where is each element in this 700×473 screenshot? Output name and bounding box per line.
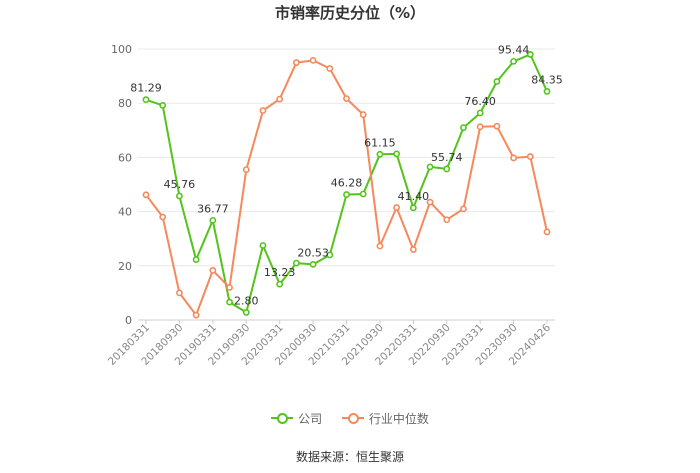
- data-point-1-16: [409, 246, 417, 253]
- data-point-0-3: [192, 256, 200, 263]
- chart-title: 市销率历史分位（%）: [274, 4, 426, 22]
- data-point-1-18: [443, 216, 451, 224]
- data-point-0-6: [242, 309, 250, 316]
- data-point-1-0: [142, 191, 150, 199]
- data-point-1-12: [343, 95, 350, 102]
- data-label: 46.28: [331, 177, 363, 190]
- data-point-1-1: [159, 213, 167, 221]
- data-point-1-22: [510, 154, 517, 162]
- legend-item-company[interactable]: 公司: [271, 410, 322, 427]
- y-tick-label: 60: [118, 151, 132, 164]
- data-point-1-4: [209, 267, 217, 274]
- data-label: 61.15: [364, 136, 396, 149]
- data-point-1-9: [292, 59, 300, 66]
- data-point-1-23: [526, 153, 534, 160]
- y-tick-label: 100: [111, 43, 132, 56]
- data-point-0-2: [176, 192, 183, 200]
- data-label: 2.80: [234, 294, 259, 307]
- data-point-0-7: [259, 242, 267, 249]
- legend-industry-label: 行业中位数: [368, 411, 429, 426]
- data-point-0-19: [460, 124, 467, 131]
- legend-industry-line-icon: [341, 413, 364, 424]
- data-label: 76.40: [464, 95, 496, 108]
- data-point-1-24: [543, 228, 551, 236]
- legend-item-industry-median[interactable]: 行业中位数: [341, 410, 429, 427]
- y-tick-label: 0: [125, 314, 132, 327]
- data-point-0-11: [326, 251, 334, 259]
- data-point-0-14: [376, 150, 384, 158]
- y-tick-label: 80: [118, 97, 132, 110]
- legend-company-label: 公司: [298, 411, 323, 426]
- data-point-0-20: [476, 109, 484, 117]
- data-point-1-11: [326, 65, 334, 72]
- data-point-1-15: [393, 204, 401, 211]
- data-point-1-6: [242, 166, 250, 173]
- data-point-0-17: [426, 163, 434, 171]
- data-point-0-1: [159, 101, 167, 109]
- legend: 公司 行业中位数: [0, 408, 700, 427]
- data-label: 20.53: [297, 246, 329, 259]
- data-point-1-8: [276, 95, 284, 103]
- data-point-0-0: [142, 96, 150, 104]
- data-point-0-23: [526, 51, 534, 58]
- data-label: 81.29: [130, 82, 162, 95]
- data-point-1-17: [426, 198, 434, 206]
- data-point-1-21: [493, 122, 501, 130]
- data-label: 95.44: [498, 43, 530, 56]
- data-point-0-24: [543, 88, 551, 95]
- data-point-1-20: [476, 123, 484, 131]
- legend-company-line-icon: [271, 413, 294, 424]
- data-point-0-8: [276, 280, 284, 288]
- data-point-0-18: [443, 165, 451, 173]
- data-label: 36.77: [197, 202, 229, 215]
- data-label: 41.40: [398, 190, 430, 203]
- y-tick-label: 40: [118, 206, 132, 219]
- data-point-0-4: [209, 216, 217, 224]
- data-point-1-10: [309, 56, 317, 64]
- data-point-1-5: [226, 284, 233, 291]
- data-label: 13.23: [264, 266, 296, 279]
- data-point-0-9: [292, 259, 300, 267]
- y-tick-label: 20: [118, 260, 132, 273]
- data-label: 45.76: [164, 178, 196, 191]
- data-point-0-21: [493, 78, 501, 85]
- data-point-0-5: [226, 298, 233, 306]
- data-label: 84.35: [531, 73, 563, 86]
- data-point-1-7: [259, 107, 267, 114]
- data-point-0-22: [510, 57, 517, 65]
- data-point-1-3: [192, 311, 200, 319]
- data-point-1-2: [176, 289, 183, 297]
- data-source-note: 数据来源：恒生聚源: [295, 450, 404, 464]
- data-label: 55.74: [431, 151, 463, 164]
- data-point-0-16: [409, 204, 417, 212]
- data-point-1-13: [359, 111, 367, 118]
- data-point-1-14: [376, 242, 384, 250]
- data-point-0-13: [359, 190, 367, 198]
- data-point-0-10: [309, 260, 317, 268]
- data-point-0-12: [343, 191, 350, 198]
- data-point-1-19: [460, 205, 467, 213]
- data-point-0-15: [393, 150, 401, 158]
